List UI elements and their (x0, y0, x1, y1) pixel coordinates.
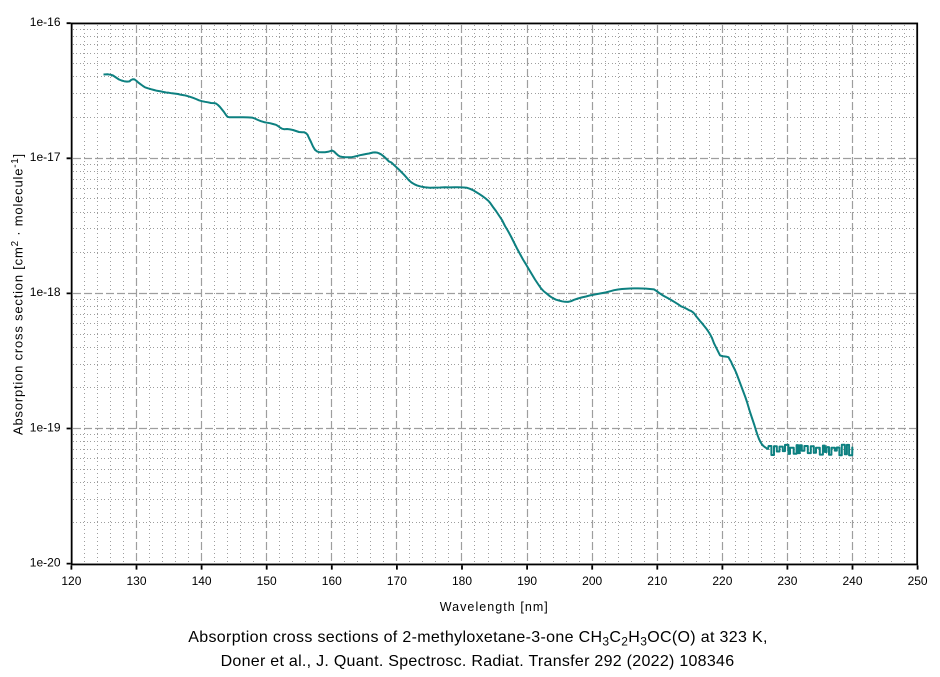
svg-text:Wavelength [nm]: Wavelength [nm] (440, 600, 549, 614)
svg-text:1e-16: 1e-16 (30, 15, 61, 29)
svg-text:1e-20: 1e-20 (30, 555, 61, 569)
svg-text:200: 200 (582, 574, 602, 588)
svg-text:1e-17: 1e-17 (30, 150, 61, 164)
svg-text:180: 180 (452, 574, 472, 588)
svg-text:250: 250 (908, 574, 928, 588)
svg-text:Absorption cross section [cm2: Absorption cross section [cm2 · molecule… (10, 153, 26, 435)
svg-text:130: 130 (126, 574, 146, 588)
svg-text:220: 220 (712, 574, 732, 588)
svg-text:120: 120 (61, 574, 81, 588)
svg-text:190: 190 (517, 574, 537, 588)
svg-text:240: 240 (842, 574, 862, 588)
svg-text:150: 150 (257, 574, 277, 588)
svg-text:1e-18: 1e-18 (30, 285, 61, 299)
svg-text:140: 140 (192, 574, 212, 588)
svg-text:Doner et al., J. Quant. Spectr: Doner et al., J. Quant. Spectrosc. Radia… (221, 653, 735, 670)
svg-text:230: 230 (777, 574, 797, 588)
svg-text:210: 210 (647, 574, 667, 588)
svg-text:Absorption cross sections of 2: Absorption cross sections of 2-methyloxe… (188, 629, 768, 649)
svg-text:170: 170 (387, 574, 407, 588)
svg-text:160: 160 (322, 574, 342, 588)
svg-text:1e-19: 1e-19 (30, 420, 61, 434)
